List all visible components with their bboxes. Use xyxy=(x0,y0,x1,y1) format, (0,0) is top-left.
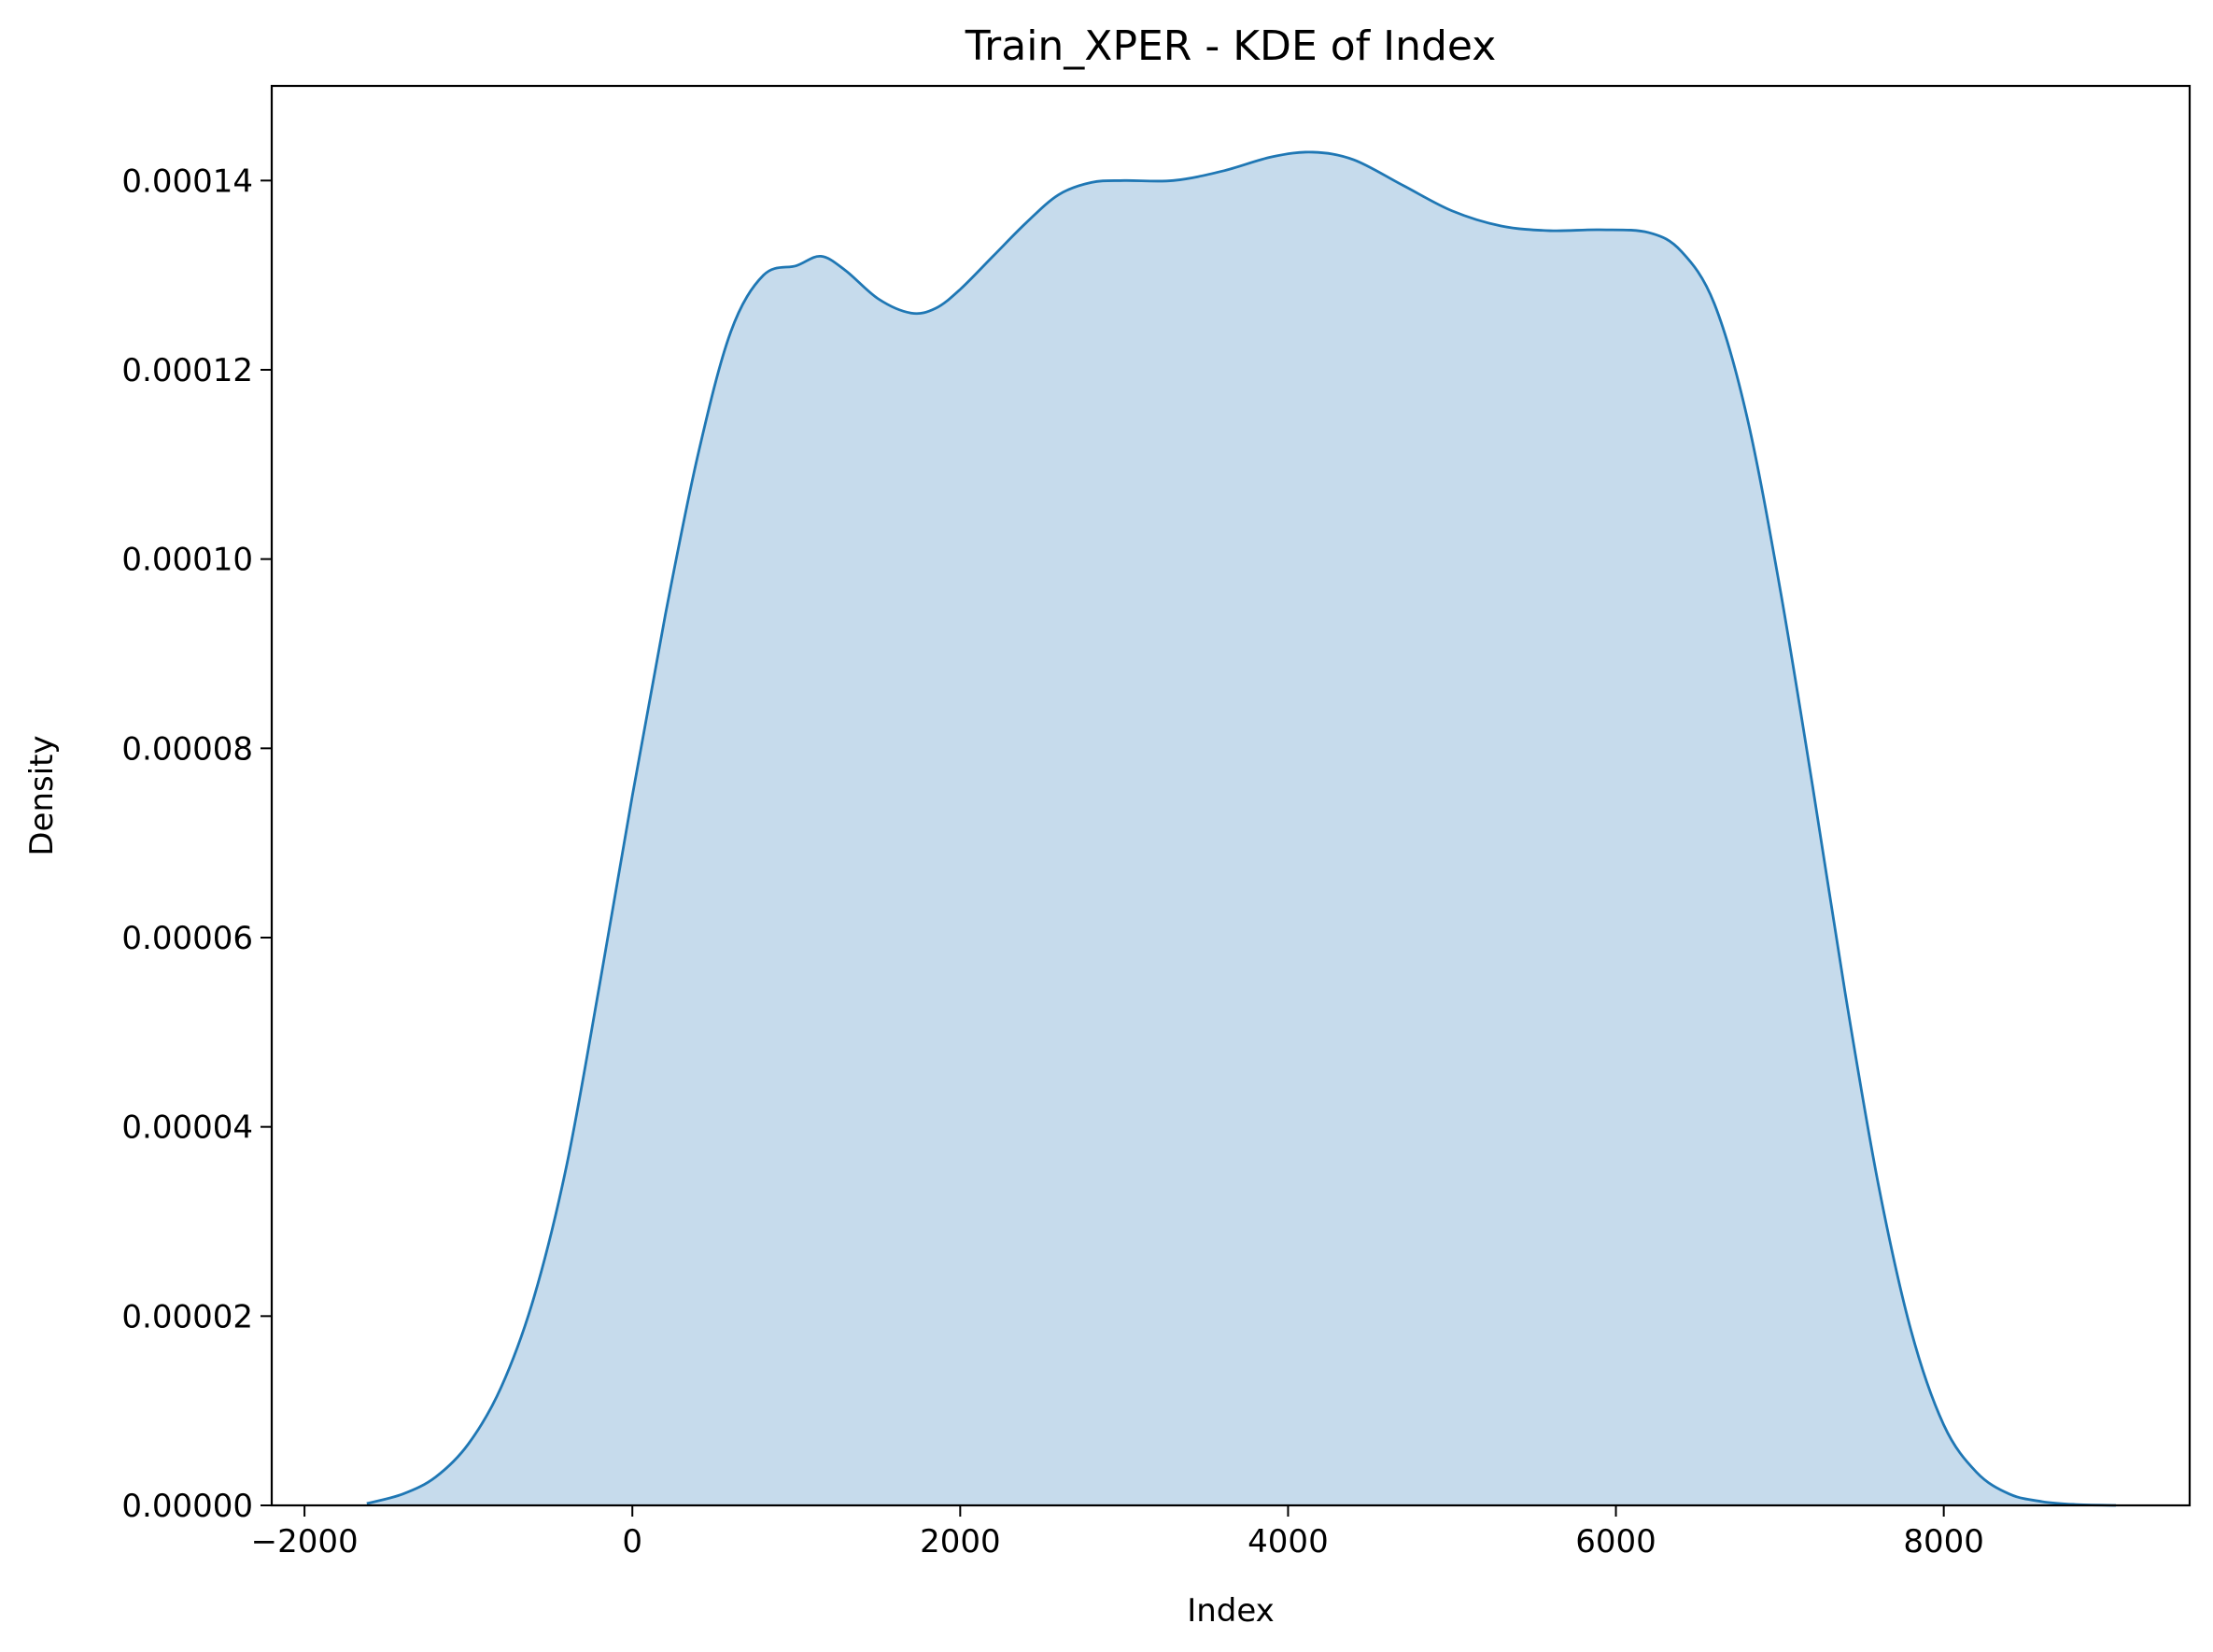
y-tick-label: 0.00014 xyxy=(121,162,253,200)
x-tick-label: 8000 xyxy=(1903,1523,1984,1560)
y-axis: 0.00000 0.00002 0.00004 0.00006 0.00008 0.000… xyxy=(121,162,272,1525)
x-tick-label: 0 xyxy=(622,1523,642,1560)
kde-curve xyxy=(366,150,2117,1507)
axes-frame xyxy=(270,84,2192,1507)
x-tick-label: 2000 xyxy=(920,1523,1001,1560)
x-axis-label: Index xyxy=(1187,1592,1275,1630)
kde-area-fill xyxy=(366,151,2116,1506)
x-tick-label: 4000 xyxy=(1247,1523,1329,1560)
x-tick-label: −2000 xyxy=(251,1523,359,1560)
plot-area xyxy=(366,150,2117,1507)
y-tick-label: 0.00000 xyxy=(121,1488,253,1525)
chart-title: Train_XPER - KDE of Index xyxy=(965,22,1497,70)
y-axis-label: Density xyxy=(23,735,61,855)
y-tick-label: 0.00002 xyxy=(121,1298,253,1335)
y-tick-label: 0.00012 xyxy=(121,352,253,389)
y-tick-label: 0.00004 xyxy=(121,1109,253,1147)
x-axis: −2000 0 2000 4000 6000 8000 xyxy=(251,1505,1984,1560)
y-tick-label: 0.00010 xyxy=(121,542,253,579)
x-tick-label: 6000 xyxy=(1575,1523,1656,1560)
y-tick-label: 0.00008 xyxy=(121,730,253,768)
y-tick-label: 0.00006 xyxy=(121,920,253,957)
